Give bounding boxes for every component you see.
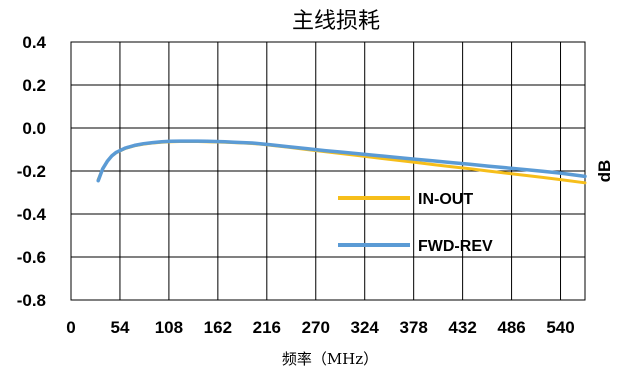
y-tick-label: -0.4 bbox=[17, 205, 47, 224]
y-axis-label: dB bbox=[595, 160, 614, 183]
x-tick-label: 270 bbox=[302, 318, 330, 337]
x-tick-label: 540 bbox=[546, 318, 574, 337]
y-tick-label: 0.2 bbox=[22, 76, 46, 95]
x-tick-label: 108 bbox=[155, 318, 183, 337]
series-line-fwd-rev bbox=[96, 139, 587, 183]
series-lines bbox=[96, 139, 587, 185]
chart-title: 主线损耗 bbox=[292, 9, 380, 34]
x-tick-label: 216 bbox=[253, 318, 281, 337]
x-tick-label: 378 bbox=[399, 318, 427, 337]
legend: IN-OUT FWD-REV bbox=[338, 191, 493, 255]
y-tick-label: -0.8 bbox=[17, 291, 46, 310]
x-axis-label: 频率（MHz） bbox=[282, 350, 378, 368]
legend-label: FWD-REV bbox=[418, 238, 493, 255]
x-tick-label: 162 bbox=[204, 318, 232, 337]
y-tick-label: -0.2 bbox=[17, 162, 46, 181]
x-tick-label: 54 bbox=[110, 318, 129, 337]
x-axis-ticks: 0 54 108 162 216 270 324 378 432 486 540 bbox=[66, 318, 574, 337]
y-tick-label: -0.6 bbox=[17, 248, 46, 267]
y-tick-label: 0.4 bbox=[22, 33, 46, 52]
legend-label: IN-OUT bbox=[418, 191, 473, 208]
x-tick-label: 0 bbox=[66, 318, 75, 337]
y-axis-ticks: 0.4 0.2 0.0 -0.2 -0.4 -0.6 -0.8 bbox=[17, 33, 47, 310]
x-tick-label: 432 bbox=[448, 318, 476, 337]
x-tick-label: 486 bbox=[497, 318, 525, 337]
gridlines bbox=[71, 42, 585, 300]
x-tick-label: 324 bbox=[351, 318, 380, 337]
y-tick-label: 0.0 bbox=[22, 119, 46, 138]
